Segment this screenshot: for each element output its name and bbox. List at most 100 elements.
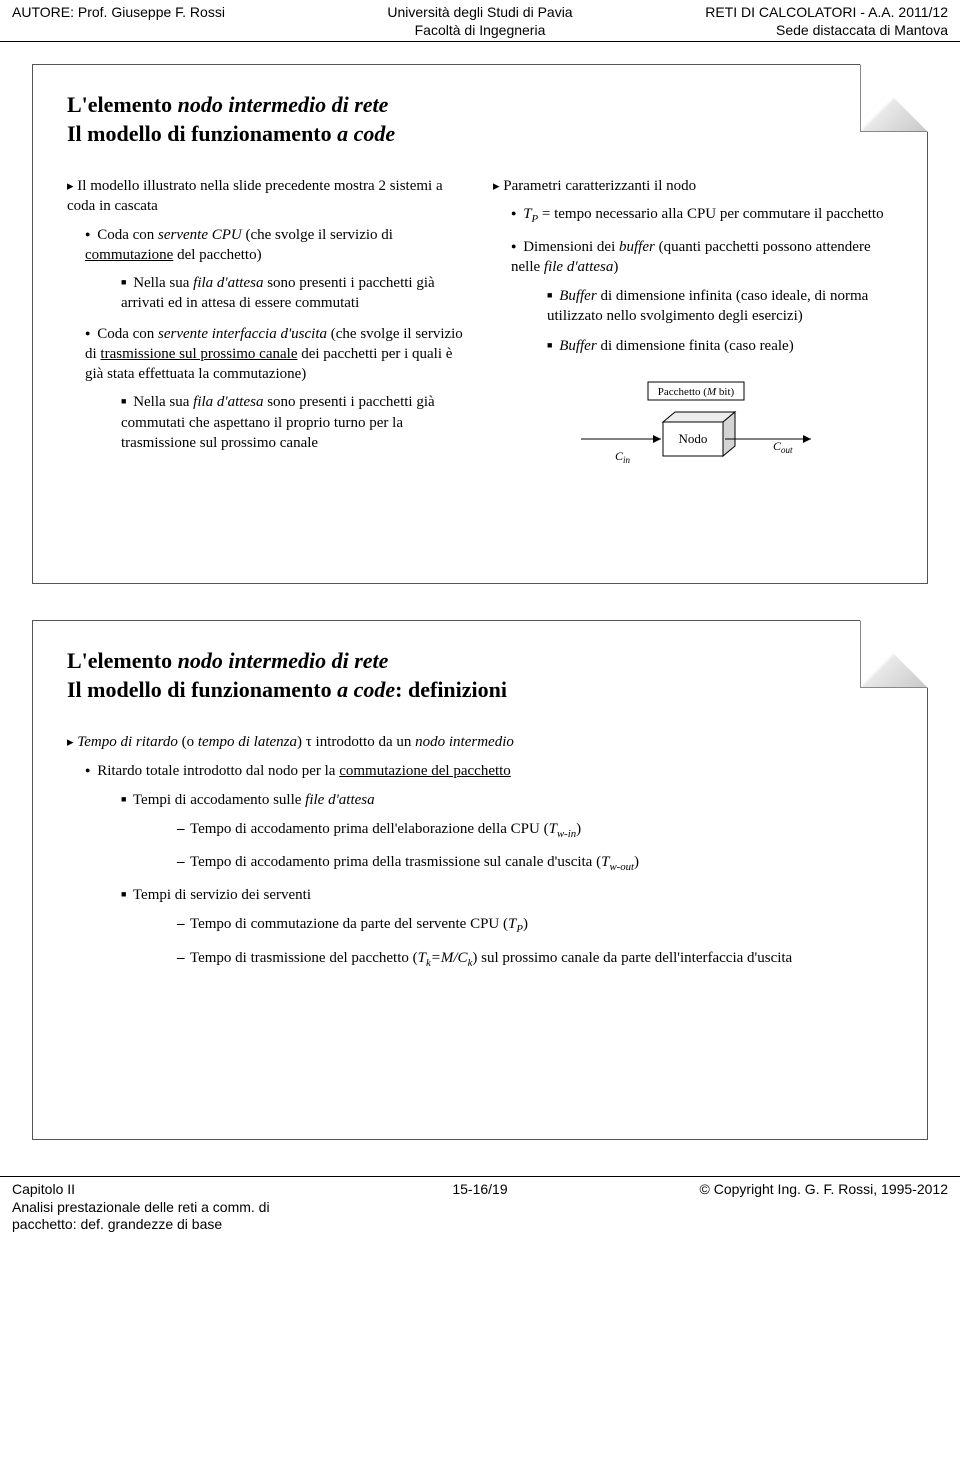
text: Nella sua bbox=[133, 275, 193, 291]
header-author-label: AUTORE: bbox=[12, 4, 74, 20]
page-curl-icon bbox=[860, 620, 928, 688]
text: Coda con bbox=[97, 227, 158, 243]
list-item: Tempo di trasmissione del pacchetto (Tk=… bbox=[177, 948, 893, 971]
footer-chapter: Capitolo II bbox=[12, 1181, 324, 1199]
var: T bbox=[418, 950, 426, 966]
slide-1-right-col: Parametri caratterizzanti il nodo TP = t… bbox=[493, 176, 893, 474]
list-level-4: Tempo di commutazione da parte del serve… bbox=[121, 914, 893, 970]
list-item: Nella sua fila d'attesa sono presenti i … bbox=[121, 392, 467, 453]
text: Dimensioni dei bbox=[523, 239, 619, 255]
header-faculty: Facoltà di Ingegneria bbox=[324, 22, 636, 40]
text: ) τ introdotto da un bbox=[297, 734, 415, 750]
header-author-name: Prof. Giuseppe F. Rossi bbox=[78, 4, 225, 20]
subscript: w-out bbox=[609, 861, 634, 873]
list-item: Tempi di accodamento sulle file d'attesa… bbox=[121, 790, 893, 875]
text: (o bbox=[178, 734, 198, 750]
list-item: Ritardo totale introdotto dal nodo per l… bbox=[85, 761, 893, 970]
list-level-2: Coda con servente CPU (che svolge il ser… bbox=[67, 225, 467, 454]
text-underline: commutazione del pacchetto bbox=[339, 763, 511, 779]
text-italic: file d'attesa bbox=[305, 792, 374, 808]
slide-1: L'elemento nodo intermedio di rete Il mo… bbox=[32, 64, 928, 584]
list-level-1: Il modello illustrato nella slide preced… bbox=[67, 176, 467, 453]
footer-subtitle: Analisi prestazionale delle reti a comm.… bbox=[12, 1199, 324, 1234]
slide-2: L'elemento nodo intermedio di rete Il mo… bbox=[32, 620, 928, 1140]
text: Tempi di servizio dei serventi bbox=[133, 887, 311, 903]
list-level-1: Tempo di ritardo (o tempo di latenza) τ … bbox=[67, 732, 893, 970]
list-item: Parametri caratterizzanti il nodo TP = t… bbox=[493, 176, 893, 356]
title-italic: nodo intermedio di rete bbox=[178, 92, 389, 117]
list-item: Tempo di accodamento prima della trasmis… bbox=[177, 852, 893, 875]
diagram-cin-sub: in bbox=[623, 455, 631, 465]
list-level-2: TP = tempo necessario alla CPU per commu… bbox=[493, 204, 893, 356]
text: Il modello illustrato nella slide preced… bbox=[67, 178, 443, 214]
text: ) bbox=[613, 259, 618, 275]
list-level-3: Buffer di dimensione infinita (caso idea… bbox=[511, 286, 893, 357]
diagram-cout-sub: out bbox=[781, 445, 793, 455]
list-level-4: Tempo di accodamento prima dell'elaboraz… bbox=[121, 819, 893, 875]
header-left: AUTORE: Prof. Giuseppe F. Rossi bbox=[12, 4, 324, 39]
text: ) sul prossimo canale da parte dell'inte… bbox=[472, 950, 792, 966]
list-item: Il modello illustrato nella slide preced… bbox=[67, 176, 467, 453]
footer-pages: 15-16/19 bbox=[324, 1181, 636, 1199]
list-item: Dimensioni dei buffer (quanti pacchetti … bbox=[511, 237, 893, 356]
text-underline: trasmissione sul prossimo canale bbox=[100, 346, 297, 362]
subscript: P bbox=[516, 923, 523, 935]
text: Ritardo totale introdotto dal nodo per l… bbox=[97, 763, 339, 779]
footer-copyright: © Copyright Ing. G. F. Rossi, 1995-2012 bbox=[636, 1181, 948, 1199]
list-level-3: Tempi di accodamento sulle file d'attesa… bbox=[85, 790, 893, 970]
svg-text:Cin: Cin bbox=[615, 449, 631, 465]
header-center: Università degli Studi di Pavia Facoltà … bbox=[324, 4, 636, 39]
slide-2-title: L'elemento nodo intermedio di rete Il mo… bbox=[67, 647, 893, 704]
subscript: w-in bbox=[557, 828, 576, 840]
list-item: Tempo di commutazione da parte del serve… bbox=[177, 914, 893, 937]
text: (che svolge il servizio di bbox=[242, 227, 393, 243]
var: T bbox=[523, 206, 531, 222]
svg-text:Pacchetto (M bit): Pacchetto (M bit) bbox=[658, 386, 735, 398]
title-text: Il modello di funzionamento bbox=[67, 677, 337, 702]
title-text: L'elemento bbox=[67, 92, 178, 117]
text-italic: servente CPU bbox=[158, 227, 242, 243]
text: ) bbox=[523, 916, 528, 932]
text: Tempi di accodamento sulle bbox=[133, 792, 305, 808]
text: ) bbox=[576, 821, 581, 837]
list-item: Buffer di dimensione infinita (caso idea… bbox=[547, 286, 893, 327]
slide-1-left-col: Il modello illustrato nella slide preced… bbox=[67, 176, 467, 474]
list-item: Tempo di ritardo (o tempo di latenza) τ … bbox=[67, 732, 893, 970]
list-level-2: Ritardo totale introdotto dal nodo per l… bbox=[67, 761, 893, 970]
text-italic: buffer bbox=[619, 239, 655, 255]
header-course: RETI DI CALCOLATORI - A.A. 2011/12 bbox=[636, 4, 948, 22]
text: Tempo di accodamento prima della trasmis… bbox=[190, 854, 601, 870]
svg-text:Cout: Cout bbox=[773, 439, 793, 455]
list-item: Buffer di dimensione finita (caso reale) bbox=[547, 336, 893, 356]
text-italic: fila d'attesa bbox=[193, 394, 263, 410]
text: del pacchetto) bbox=[173, 247, 261, 263]
header-location: Sede distaccata di Mantova bbox=[636, 22, 948, 40]
title-text: : definizioni bbox=[395, 677, 507, 702]
text-underline: commutazione bbox=[85, 247, 173, 263]
title-text: L'elemento bbox=[67, 648, 178, 673]
text-italic: servente interfaccia d'uscita bbox=[158, 326, 327, 342]
text-italic: fila d'attesa bbox=[193, 275, 263, 291]
text-italic: file d'attesa bbox=[544, 259, 613, 275]
var: T bbox=[549, 821, 557, 837]
header-university: Università degli Studi di Pavia bbox=[324, 4, 636, 22]
header-right: RETI DI CALCOLATORI - A.A. 2011/12 Sede … bbox=[636, 4, 948, 39]
text-italic: Tempo di ritardo bbox=[77, 734, 178, 750]
slide-1-columns: Il modello illustrato nella slide preced… bbox=[67, 176, 893, 474]
diagram-node-label: Nodo bbox=[679, 431, 708, 446]
title-italic: a code bbox=[337, 677, 395, 702]
footer-center: 15-16/19 bbox=[324, 1181, 636, 1234]
list-level-3: Nella sua fila d'attesa sono presenti i … bbox=[85, 392, 467, 453]
text: Tempo di commutazione da parte del serve… bbox=[190, 916, 508, 932]
diagram-svg: Pacchetto (M bit) Nodo Cin bbox=[563, 374, 823, 474]
text: ) bbox=[634, 854, 639, 870]
footer-left: Capitolo II Analisi prestazionale delle … bbox=[12, 1181, 324, 1234]
list-item: Coda con servente CPU (che svolge il ser… bbox=[85, 225, 467, 314]
slide-1-title: L'elemento nodo intermedio di rete Il mo… bbox=[67, 91, 893, 148]
list-level-1: Parametri caratterizzanti il nodo TP = t… bbox=[493, 176, 893, 356]
text: di dimensione finita (caso reale) bbox=[597, 338, 794, 354]
title-italic: a code bbox=[337, 121, 395, 146]
text: Parametri caratterizzanti il nodo bbox=[503, 178, 696, 194]
text-italic: Buffer bbox=[559, 288, 597, 304]
title-text: Il modello di funzionamento bbox=[67, 121, 337, 146]
